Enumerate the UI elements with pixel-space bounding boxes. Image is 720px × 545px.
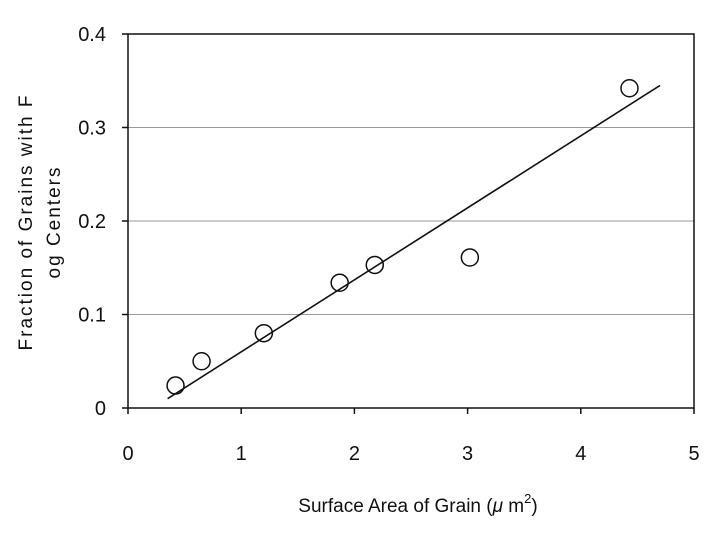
data-point <box>166 376 185 395</box>
x-axis-label-text: Surface Area of Grain ( <box>298 496 493 517</box>
x-axis-label-unit: m <box>503 496 524 517</box>
x-tick-label: 5 <box>688 443 699 465</box>
point-layer <box>166 78 639 395</box>
x-tick-label: 2 <box>349 443 360 465</box>
data-point <box>254 323 274 343</box>
x-tick-label: 1 <box>236 443 247 465</box>
x-axis-label-close: ) <box>531 496 537 517</box>
y-tick-label: 0.3 <box>78 118 106 140</box>
data-point <box>330 273 349 292</box>
fit-line <box>167 84 661 400</box>
tick-layer: 0 0.1 0.2 0.3 0.4 0 1 2 3 4 5 <box>78 24 699 465</box>
x-axis-label: Surface Area of Grain (μ m2) <box>298 491 537 517</box>
x-axis-label-mu: μ <box>492 496 504 517</box>
x-tick-label: 3 <box>462 443 473 465</box>
y-tick-label: 0.1 <box>78 305 106 327</box>
data-point <box>620 78 639 98</box>
y-tick-label: 0 <box>95 398 106 420</box>
x-axis-label-exponent: 2 <box>524 491 531 506</box>
data-point <box>365 255 385 275</box>
y-axis-label-line-2: og Centers <box>44 166 65 279</box>
y-tick-label: 0.4 <box>78 24 106 46</box>
data-point <box>460 248 480 267</box>
data-point <box>192 352 211 371</box>
x-tick-label: 0 <box>122 443 133 465</box>
fit-layer <box>167 84 661 400</box>
y-tick-label: 0.2 <box>78 211 106 233</box>
grid-layer <box>128 127 694 315</box>
y-axis-label-line-1: Fraction of Grains with F <box>16 94 37 351</box>
x-tick-label: 4 <box>575 443 586 465</box>
